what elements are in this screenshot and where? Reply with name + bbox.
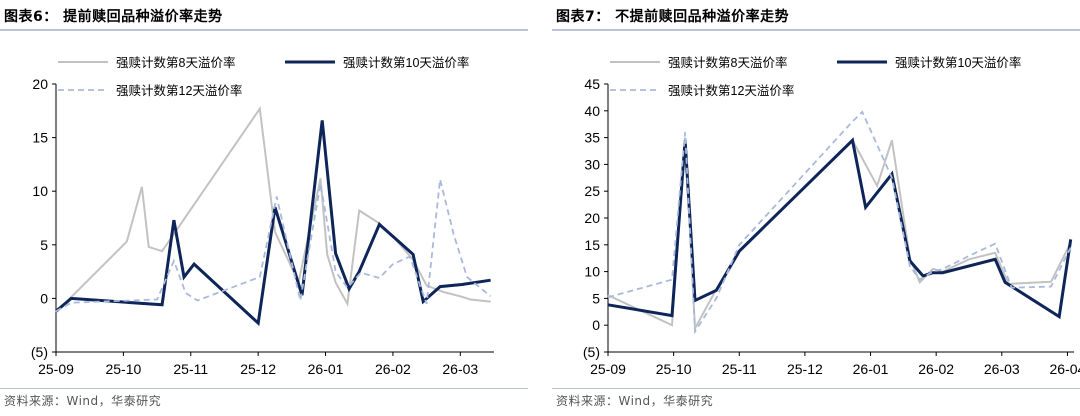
y-tick-label: 5 bbox=[592, 290, 600, 306]
x-tick-label: 26-03 bbox=[442, 361, 478, 377]
y-tick-label: 10 bbox=[32, 183, 48, 199]
x-tick-label: 26-01 bbox=[853, 361, 889, 377]
y-tick-label: 15 bbox=[584, 237, 600, 253]
y-tick-label: (5) bbox=[583, 344, 600, 360]
legend-label: 强赎计数第8天溢价率 bbox=[116, 55, 235, 70]
premium-chart-no-early-redemption: (5) 0 5 10 15 20 25 30 35 40 45 25-09 25-10 25-11 25-1… bbox=[583, 55, 1080, 377]
x-tick-label: 26-01 bbox=[308, 361, 344, 377]
legend-label: 强赎计数第12天溢价率 bbox=[116, 83, 242, 98]
x-tick-label: 25-10 bbox=[105, 361, 141, 377]
series-line-day10 bbox=[607, 137, 1073, 320]
source-note: 资料来源：Wind，华泰研究 bbox=[556, 394, 714, 408]
x-tick-label: 25-09 bbox=[590, 361, 626, 377]
y-tick-label: (5) bbox=[31, 344, 48, 360]
y-tick-label: 25 bbox=[584, 183, 600, 199]
x-tick-label: 25-11 bbox=[173, 361, 208, 377]
y-tick-label: 15 bbox=[32, 130, 48, 146]
chart-title: 图表6： 提前赎回品种溢价率走势 bbox=[4, 9, 223, 25]
y-tick-label: 35 bbox=[584, 130, 600, 146]
chart-panel-right: 图表7： 不提前赎回品种溢价率走势 (5) 0 5 10 15 20 25 30 35 40 45 2… bbox=[552, 0, 1080, 416]
legend-label: 强赎计数第8天溢价率 bbox=[668, 55, 787, 70]
x-tick-label: 25-10 bbox=[656, 361, 692, 377]
source-note: 资料来源：Wind，华泰研究 bbox=[4, 394, 162, 408]
y-tick-label: 20 bbox=[584, 210, 600, 226]
x-tick-label: 25-12 bbox=[787, 361, 823, 377]
chart-title: 图表7： 不提前赎回品种溢价率走势 bbox=[556, 9, 790, 25]
legend-label: 强赎计数第10天溢价率 bbox=[343, 55, 469, 70]
source-rule bbox=[0, 388, 528, 389]
chart-panel-left: 图表6： 提前赎回品种溢价率走势 (5) 0 5 10 15 20 25-09 25-10 25… bbox=[0, 0, 528, 416]
y-tick-label: 5 bbox=[40, 237, 48, 253]
x-tick-label: 26-04 bbox=[1050, 361, 1080, 377]
x-tick-label: 25-11 bbox=[722, 361, 757, 377]
series-line-day12 bbox=[55, 179, 492, 313]
series-line-day12 bbox=[607, 110, 1072, 335]
legend-label: 强赎计数第10天溢价率 bbox=[895, 55, 1021, 70]
premium-chart-early-redemption: (5) 0 5 10 15 20 25-09 25-10 25-11 25-12 26-01 26-0… bbox=[31, 55, 494, 377]
y-tick-label: 0 bbox=[592, 317, 600, 333]
y-tick-label: 40 bbox=[584, 103, 600, 119]
y-tick-label: 0 bbox=[40, 290, 48, 306]
y-tick-label: 30 bbox=[584, 156, 600, 172]
title-rule bbox=[552, 29, 1080, 31]
y-tick-label: 10 bbox=[584, 264, 600, 280]
x-tick-label: 26-03 bbox=[984, 361, 1020, 377]
legend-label: 强赎计数第12天溢价率 bbox=[668, 83, 794, 98]
y-tick-label: 20 bbox=[32, 76, 48, 92]
x-tick-label: 25-12 bbox=[240, 361, 276, 377]
y-tick-label: 45 bbox=[584, 76, 600, 92]
x-tick-label: 26-02 bbox=[918, 361, 954, 377]
title-rule bbox=[0, 29, 528, 31]
x-tick-label: 26-02 bbox=[375, 361, 411, 377]
x-tick-label: 25-09 bbox=[38, 361, 74, 377]
source-rule bbox=[552, 388, 1080, 389]
series-line-day10 bbox=[55, 120, 491, 327]
